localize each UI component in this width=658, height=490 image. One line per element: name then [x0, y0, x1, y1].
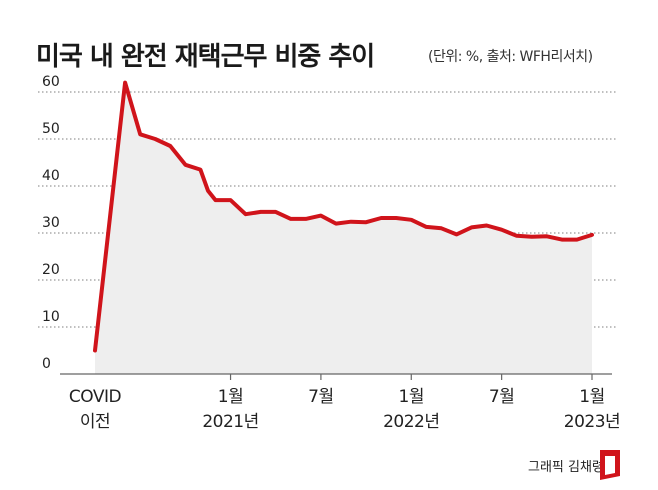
x-tick-label-3-1: 2022년: [383, 412, 439, 432]
unit-source-note: (단위: %, 출처: WFH리서치): [428, 49, 593, 65]
area-fill-layer: [95, 82, 592, 374]
x-tick-labels: COVID 이전 1월 2021년 7월 1월 2022년 7월 1월 2023년: [69, 387, 621, 432]
series-line-layer: [93, 80, 594, 353]
x-tick-label-0-1: 이전: [80, 412, 110, 432]
newspaper-logo-icon: [600, 450, 620, 480]
y-tick-label-50: 50: [42, 121, 60, 137]
y-tick-label-10: 10: [42, 309, 60, 325]
y-tick-label-40: 40: [42, 168, 60, 184]
x-tick-label-3-0: 1월: [399, 387, 424, 407]
x-tick-label-5-0: 1월: [579, 387, 604, 407]
x-tick-label-4-0: 7월: [489, 387, 514, 407]
chart-title: 미국 내 완전 재택근무 비중 추이: [36, 42, 375, 72]
y-tick-label-20: 20: [42, 262, 60, 278]
x-axis: [60, 373, 612, 380]
y-tick-labels: 0 10 20 30 40 50 60: [42, 74, 60, 372]
series-line: [93, 80, 594, 353]
x-tick-label-5-1: 2023년: [564, 412, 620, 432]
graphic-credit: 그래픽 김채령: [528, 460, 604, 475]
area-fill: [95, 82, 592, 374]
x-tick-label-0-0: COVID: [69, 387, 122, 407]
y-tick-label-0: 0: [42, 356, 51, 372]
x-tick-label-1-1: 2021년: [202, 412, 258, 432]
x-tick-label-2-0: 7월: [308, 387, 333, 407]
y-tick-label-30: 30: [42, 215, 60, 231]
y-tick-label-60: 60: [42, 74, 60, 90]
x-tick-label-1-0: 1월: [218, 387, 243, 407]
